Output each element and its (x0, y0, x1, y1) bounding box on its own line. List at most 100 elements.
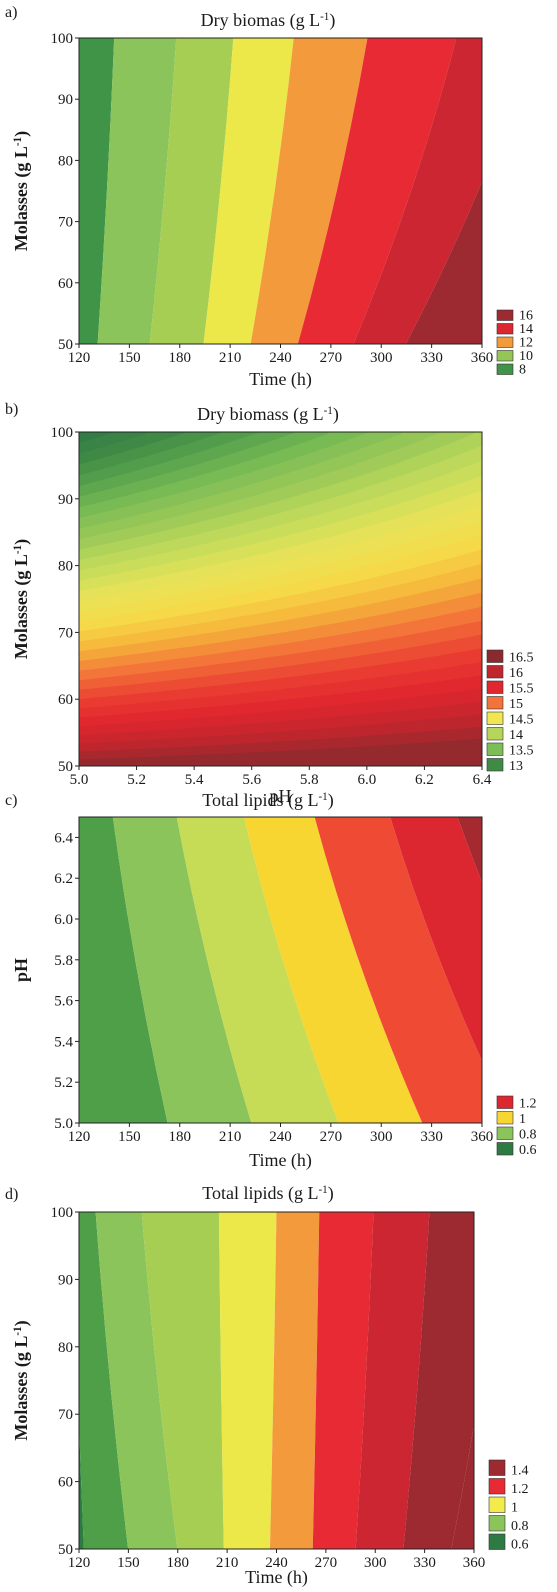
y-tick-label: 90 (58, 92, 73, 108)
x-tick-label: 360 (471, 1129, 494, 1145)
x-axis-label-main: Time (h) (249, 369, 312, 390)
panel-title-sup: -1 (318, 1184, 327, 1196)
panel-title-main: Total lipids (g L (202, 1183, 318, 1204)
x-tick-label: 330 (420, 350, 443, 366)
x-tick-label: 120 (68, 1129, 91, 1145)
y-axis-label: Molasses (g L-1) (11, 1320, 32, 1440)
contour-bands (79, 817, 482, 1123)
panel-title-main: Dry biomas (g L (201, 10, 320, 31)
legend-label: 13 (509, 759, 523, 774)
x-axis-label: Time (h) (249, 369, 312, 390)
y-tick-label: 6.4 (54, 830, 73, 846)
panel-title: Dry biomass (g L-1) (197, 404, 339, 425)
x-tick-label: 270 (320, 1129, 343, 1145)
contour-band (176, 817, 339, 1123)
y-tick-label: 50 (58, 759, 73, 775)
legend-swatch (496, 1095, 514, 1109)
y-axis-label: Molasses (g L-1) (11, 131, 32, 251)
legend-swatch (486, 696, 504, 710)
y-tick-label: 60 (58, 692, 73, 708)
x-tick-label: 120 (68, 350, 91, 366)
panel-title-end: ) (333, 404, 339, 425)
y-axis-label-end: ) (11, 131, 32, 137)
x-axis-label-main: Time (h) (249, 1150, 312, 1171)
panel-title-main: Total lipids (g L (202, 790, 318, 811)
x-tick-label: 180 (169, 1129, 192, 1145)
x-tick-label: 150 (117, 1555, 140, 1571)
contour-band (97, 38, 177, 344)
y-axis-label-main: Molasses (g L (11, 146, 32, 251)
contour-band (141, 1212, 224, 1549)
panel-title-sup: -1 (320, 11, 329, 23)
x-tick-label: 5.4 (185, 772, 204, 788)
legend-swatch (486, 649, 504, 663)
x-axis-label-main: Time (h) (245, 1567, 308, 1587)
contour-band (79, 1212, 129, 1549)
legend-label: 1.4 (511, 1464, 529, 1479)
panel-title-end: ) (328, 1183, 334, 1204)
contour-band (149, 38, 234, 344)
legend-swatch (486, 727, 504, 741)
legend-swatch (488, 1478, 506, 1495)
contour-band (314, 817, 482, 1123)
panel-3: 120 150 180 210 240 270 300 330 360 5.0 5.2 5.4 5.6 5… (5, 792, 537, 1158)
legend-swatch (496, 323, 514, 335)
panel-letter: b) (5, 401, 18, 418)
contour-bands (79, 432, 482, 766)
contour-band (269, 1212, 320, 1549)
contour-band (203, 38, 294, 344)
contour-band (403, 1212, 474, 1549)
legend-label: 10 (519, 349, 533, 364)
x-tick-label: 5.6 (242, 772, 261, 788)
y-tick-label: 90 (58, 492, 73, 508)
contour-band (451, 1425, 474, 1549)
y-axis-label-end: ) (11, 539, 32, 545)
legend-swatch (496, 350, 514, 362)
y-tick-label: 60 (58, 1475, 73, 1491)
y-axis-label-main: pH (11, 958, 31, 982)
legend-label: 0.8 (511, 1519, 529, 1534)
contour-band (312, 1212, 374, 1549)
legend-label: 14 (519, 322, 533, 337)
panel-1: 120 150 180 210 240 270 300 330 360 50 60 70 80 90 100… (5, 4, 533, 378)
x-tick-label: 210 (219, 350, 242, 366)
y-axis-label-sup: -1 (12, 545, 24, 554)
plot-frame (78, 431, 483, 767)
legend-label: 8 (519, 363, 526, 378)
x-tick-label: 300 (370, 350, 393, 366)
y-tick-label: 80 (58, 559, 73, 575)
panel-title: Total lipids (g L-1) (202, 1183, 334, 1204)
legend-label: 0.6 (511, 1538, 529, 1553)
legend-label: 14.5 (509, 713, 534, 728)
y-tick-label: 70 (58, 215, 73, 231)
legend-swatch (486, 758, 504, 772)
legend-label: 1.2 (511, 1482, 529, 1497)
x-tick-label: 5.0 (70, 772, 89, 788)
legend-label: 15 (509, 697, 523, 712)
x-tick-label: 5.2 (127, 772, 146, 788)
legend-swatch (496, 363, 514, 375)
legend-label: 0.8 (519, 1128, 537, 1143)
y-tick-label: 5.4 (54, 1034, 73, 1050)
legend-label: 0.6 (519, 1143, 537, 1158)
y-tick-label: 5.8 (54, 953, 73, 969)
legend-label: 13.5 (509, 744, 534, 759)
contour-band (297, 38, 457, 344)
legend-swatch (496, 1126, 514, 1140)
contour-band (355, 1212, 430, 1549)
x-axis-label: pH (270, 786, 292, 806)
legend-swatch (486, 742, 504, 756)
panel-letter: a) (5, 4, 17, 21)
panel-title-end: ) (328, 790, 334, 811)
y-tick-label: 60 (58, 276, 73, 292)
contour-band (95, 1212, 178, 1549)
x-tick-label: 360 (463, 1555, 486, 1571)
contour-band (79, 738, 482, 766)
panel-title-main: Dry biomass (g L (197, 404, 323, 425)
y-tick-label: 6.2 (54, 871, 73, 887)
y-axis-label-sup: -1 (12, 1326, 24, 1335)
legend-label: 12 (519, 336, 533, 351)
x-tick-label: 5.8 (300, 772, 319, 788)
y-tick-label: 90 (58, 1272, 73, 1288)
